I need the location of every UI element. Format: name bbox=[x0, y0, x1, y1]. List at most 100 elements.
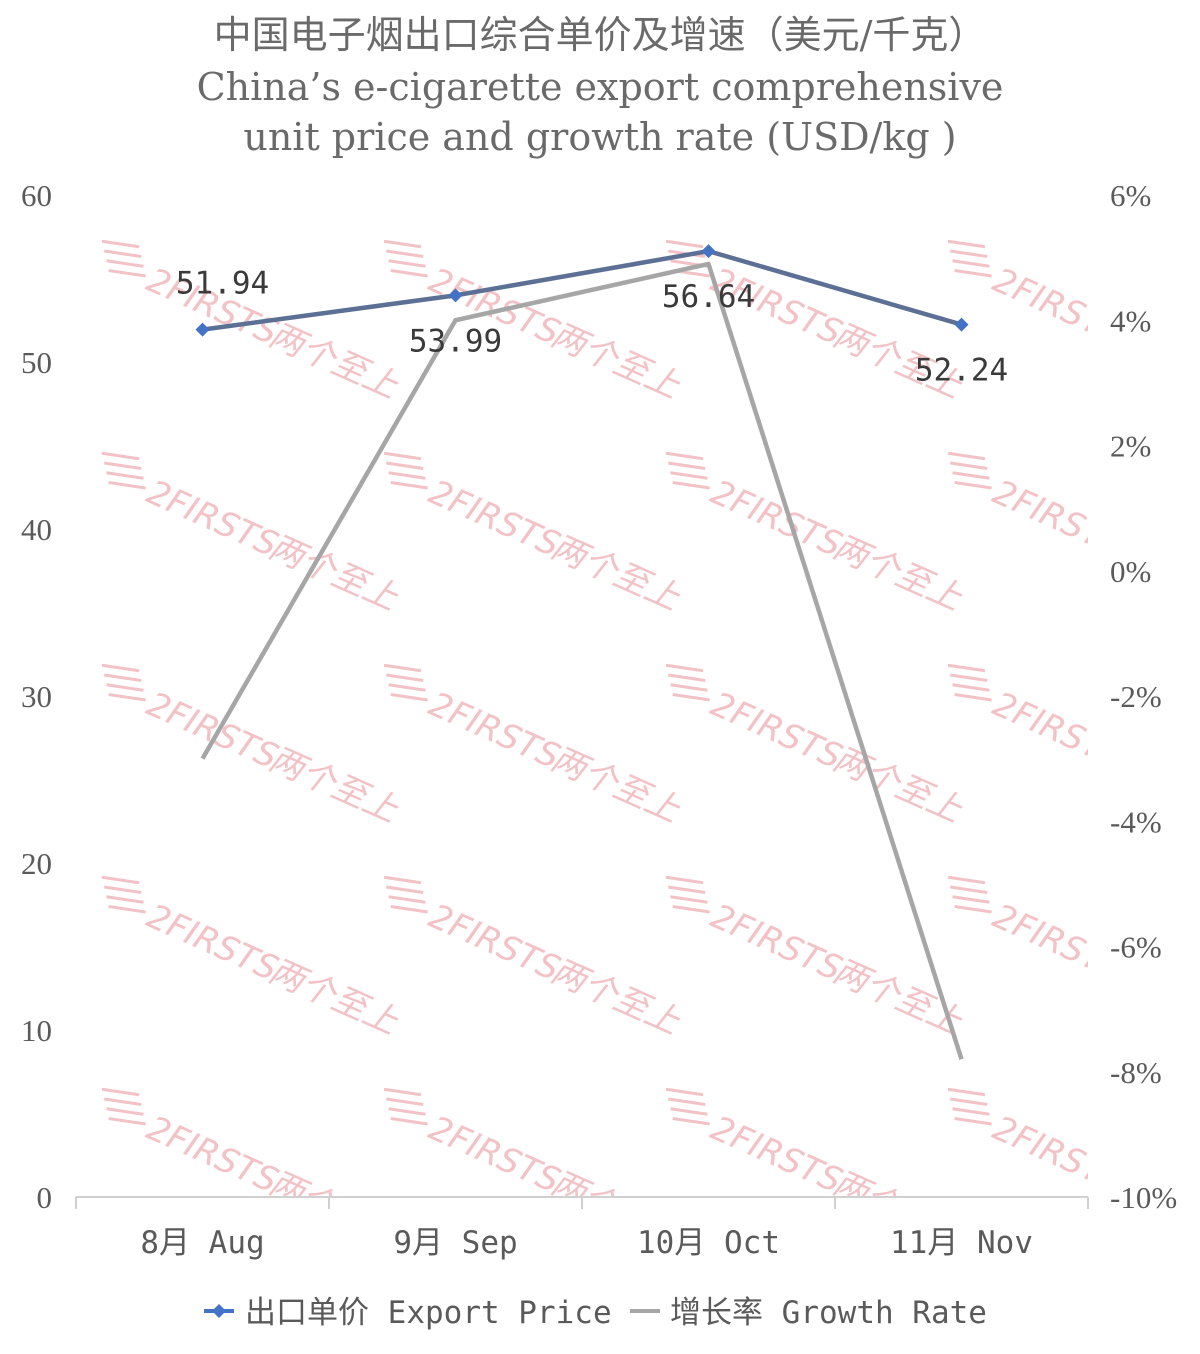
export-price-point bbox=[954, 317, 969, 332]
watermark-stroke bbox=[952, 259, 990, 268]
watermark-stroke bbox=[947, 1087, 986, 1097]
x-axis: 8月 Aug 9月 Sep 10月 Oct 11月 Nov bbox=[75, 1196, 1089, 1261]
watermark-text: 2FIRSTS bbox=[141, 896, 284, 989]
right-axis-ticks: -10% -8% -6% -4% -2% 0% 2% 4% 6% bbox=[1110, 178, 1177, 1215]
watermark-stroke bbox=[954, 693, 992, 702]
watermark-text: 2FIRSTS bbox=[141, 1108, 284, 1201]
watermark-stroke bbox=[108, 269, 146, 278]
watermark-stroke bbox=[950, 461, 988, 471]
watermark-stroke bbox=[947, 663, 986, 673]
watermark-stroke bbox=[668, 461, 706, 471]
watermark-stroke bbox=[952, 683, 990, 692]
x-tick-label: 10月 Oct bbox=[637, 1225, 780, 1261]
watermark-text: 2FIRSTS bbox=[987, 472, 1130, 565]
watermark-stroke bbox=[947, 875, 986, 885]
watermark-suffix: 两个至上 bbox=[545, 739, 686, 831]
export-price-data-label: 52.24 bbox=[915, 353, 1008, 389]
watermark-stroke bbox=[108, 905, 146, 914]
chart-title: 中国电子烟出口综合单价及增速（美元/千克） China’s e-cigarett… bbox=[197, 13, 1004, 159]
watermark-stroke bbox=[386, 461, 424, 471]
watermark-stroke bbox=[954, 481, 992, 490]
watermark-stroke bbox=[386, 1097, 424, 1107]
watermark-suffix: 两个至上 bbox=[545, 527, 686, 619]
watermark-suffix: 两个至上 bbox=[263, 739, 404, 831]
watermark-stroke bbox=[665, 663, 704, 673]
watermark-stroke bbox=[665, 1087, 704, 1097]
watermark-stroke bbox=[106, 1107, 144, 1116]
watermark-text: 2FIRSTS bbox=[987, 1108, 1130, 1201]
watermark-stroke bbox=[101, 239, 140, 249]
right-tick-label: 6% bbox=[1110, 178, 1151, 213]
watermark-stroke bbox=[947, 451, 986, 461]
watermark-stroke bbox=[952, 895, 990, 904]
watermark-stroke bbox=[390, 1117, 428, 1126]
right-tick-label: -6% bbox=[1110, 930, 1162, 965]
watermark-text: 2FIRSTS bbox=[423, 472, 566, 565]
watermark-stroke bbox=[950, 249, 988, 259]
chart-title-line-1: 中国电子烟出口综合单价及增速（美元/千克） bbox=[214, 13, 987, 57]
watermark-suffix: 两个至上 bbox=[827, 527, 968, 619]
watermark-suffix: 两个至上 bbox=[263, 315, 404, 407]
left-tick-label: 20 bbox=[21, 846, 52, 881]
watermark-stroke bbox=[101, 663, 140, 673]
export-price-point bbox=[448, 288, 463, 303]
watermark-stroke bbox=[101, 875, 140, 885]
watermark-stroke bbox=[104, 461, 142, 471]
watermark-stroke bbox=[383, 1087, 422, 1097]
watermark-stroke bbox=[672, 481, 710, 490]
watermark-text: 2FIRSTS bbox=[987, 260, 1130, 353]
x-tick-label: 8月 Aug bbox=[140, 1225, 264, 1261]
right-tick-label: 4% bbox=[1110, 303, 1151, 338]
watermark-stroke bbox=[383, 663, 422, 673]
watermark-stroke bbox=[954, 269, 992, 278]
left-tick-label: 10 bbox=[21, 1013, 52, 1048]
watermark-text: 2FIRSTS bbox=[987, 684, 1130, 777]
watermark-stroke bbox=[665, 451, 704, 461]
data-labels: 51.94 53.99 56.64 52.24 bbox=[176, 266, 1008, 389]
right-tick-label: 0% bbox=[1110, 554, 1151, 589]
watermark-stroke bbox=[670, 471, 708, 480]
x-tick-label: 9月 Sep bbox=[393, 1225, 517, 1261]
watermark-stroke bbox=[104, 249, 142, 259]
watermark-text: 2FIRSTS bbox=[705, 472, 848, 565]
watermark-stroke bbox=[665, 239, 704, 249]
watermark-stroke bbox=[386, 673, 424, 683]
left-tick-label: 50 bbox=[21, 345, 52, 380]
watermark-suffix: 两个至上 bbox=[827, 951, 968, 1043]
right-tick-label: -4% bbox=[1110, 804, 1162, 839]
watermark-stroke bbox=[952, 471, 990, 480]
watermark-stroke bbox=[388, 1107, 426, 1116]
watermark-stroke bbox=[104, 1097, 142, 1107]
watermark-text: 2FIRSTS bbox=[423, 896, 566, 989]
watermark-stroke bbox=[954, 1117, 992, 1126]
watermark-stroke bbox=[386, 249, 424, 259]
watermark-stroke bbox=[108, 693, 146, 702]
chart-title-line-3: unit price and growth rate (USD/kg ) bbox=[243, 115, 956, 159]
watermark-text: 2FIRSTS bbox=[141, 684, 284, 777]
export-price-data-label: 51.94 bbox=[176, 266, 269, 302]
export-price-data-label: 56.64 bbox=[662, 279, 755, 315]
watermark-stroke bbox=[388, 259, 426, 268]
export-price-data-label: 53.99 bbox=[409, 323, 502, 359]
watermark-stroke bbox=[108, 1117, 146, 1126]
right-tick-label: -2% bbox=[1110, 679, 1162, 714]
left-tick-label: 60 bbox=[21, 178, 52, 213]
legend-export-price-label: 出口单价 Export Price bbox=[245, 1295, 612, 1331]
watermark-text: 2FIRSTS bbox=[423, 1108, 566, 1201]
right-tick-label: -10% bbox=[1110, 1180, 1177, 1215]
left-axis-ticks: 0 10 20 30 40 50 60 bbox=[21, 178, 52, 1215]
left-tick-label: 30 bbox=[21, 679, 52, 714]
watermark-stroke bbox=[665, 875, 704, 885]
watermark-stroke bbox=[670, 1107, 708, 1116]
watermark-suffix: 两个至上 bbox=[1109, 951, 1200, 1043]
chart-title-line-2: China’s e-cigarette export comprehensive bbox=[197, 65, 1004, 109]
watermark-stroke bbox=[672, 1117, 710, 1126]
watermark-stroke bbox=[101, 1087, 140, 1097]
